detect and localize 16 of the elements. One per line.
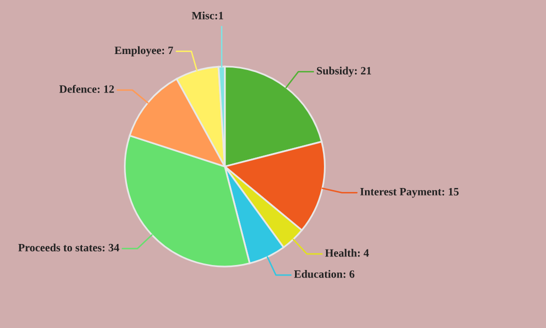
slice-label: Subsidy (316, 66, 354, 77)
slice-label: Interest Payment (360, 188, 442, 198)
slice-label: Defence (59, 84, 97, 93)
data-label: : 34 (102, 244, 120, 252)
slice-label: Misc (192, 12, 214, 20)
slice-label: Education (294, 270, 343, 278)
data-label: : 7 (162, 46, 174, 54)
slice-label: Employee (114, 46, 162, 56)
data-label: : 15 (442, 188, 459, 196)
data-label: : 4 (358, 249, 369, 257)
slice-label: Health (325, 248, 357, 257)
slice-label: Proceeds to states (18, 244, 102, 252)
data-label: :1 (215, 12, 224, 20)
data-label: : 21 (354, 67, 372, 75)
data-label: : 12 (98, 85, 114, 93)
data-label: : 6 (344, 270, 354, 278)
